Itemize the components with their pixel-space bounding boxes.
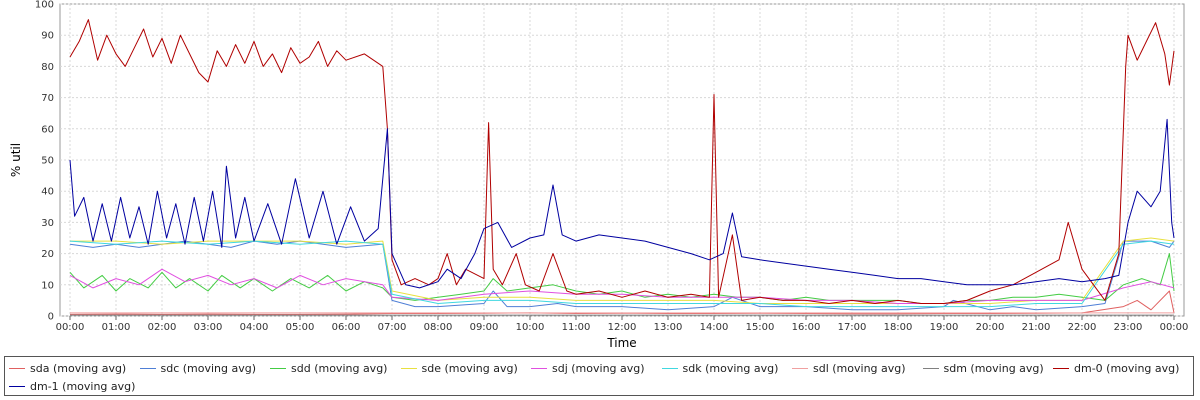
legend-item: dm-1 (moving avg) [5, 377, 136, 395]
x-tick-label: 09:00 [470, 322, 499, 333]
series-line-sda [69, 290, 1175, 315]
x-tick-label: 11:00 [562, 322, 591, 333]
legend-swatch [1053, 367, 1069, 369]
y-tick-label: 90 [41, 31, 54, 42]
legend-item: sda (moving avg) [5, 359, 136, 377]
legend-label: sdc (moving avg) [160, 361, 257, 375]
legend-label: sdj (moving avg) [552, 361, 645, 375]
x-tick-label: 08:00 [424, 322, 453, 333]
x-axis: 00:00 01:00 02:00 03:00 04:00 05:00 06:00 07:00… [56, 316, 1189, 333]
y-tick-label: 30 [41, 218, 54, 229]
y-tick-label: 80 [41, 62, 54, 73]
legend-swatch [400, 367, 417, 369]
y-axis-title: % util [9, 143, 23, 177]
legend-label: sda (moving avg) [30, 361, 127, 375]
x-tick-label: 21:00 [1022, 322, 1051, 333]
legend-swatch [139, 367, 156, 369]
x-tick-label: 04:00 [240, 322, 269, 333]
x-tick-label: 13:00 [654, 322, 683, 333]
legend-item: sdc (moving avg) [136, 359, 267, 377]
legend-row: dm-1 (moving avg) [5, 377, 136, 395]
x-tick-label: 00:00 [56, 322, 85, 333]
y-tick-label: 70 [41, 93, 54, 104]
legend-label: sdm (moving avg) [943, 361, 1044, 375]
legend-row: sda (moving avg) sdc (moving avg) sdd (mov… [5, 359, 1180, 377]
legend-swatch [661, 367, 678, 369]
legend: sda (moving avg) sdc (moving avg) sdd (mov… [4, 356, 1194, 396]
legend-item: sdd (moving avg) [266, 359, 397, 377]
x-tick-label: 17:00 [838, 322, 867, 333]
x-tick-label: 23:00 [1114, 322, 1143, 333]
x-tick-label: 10:00 [516, 322, 545, 333]
legend-label: sdd (moving avg) [291, 361, 388, 375]
y-tick-label: 0 [48, 312, 54, 323]
x-tick-label: 02:00 [148, 322, 177, 333]
x-tick-label: 22:00 [1068, 322, 1097, 333]
series-line-sdc [69, 240, 1175, 311]
y-tick-label: 50 [41, 156, 54, 167]
x-tick-label: 07:00 [378, 322, 407, 333]
legend-swatch [9, 367, 25, 369]
legend-label: sdk (moving avg) [682, 361, 779, 375]
x-tick-label: 00:00 [1160, 322, 1189, 333]
legend-label: sde (moving avg) [421, 361, 518, 375]
legend-item: sdj (moving avg) [527, 359, 658, 377]
x-tick-label: 14:00 [700, 322, 729, 333]
legend-item: dm-0 (moving avg) [1049, 359, 1180, 377]
x-tick-label: 19:00 [930, 322, 959, 333]
legend-swatch [922, 367, 939, 369]
series-line-dm-1 [69, 118, 1175, 289]
x-tick-label: 16:00 [792, 322, 821, 333]
legend-label: dm-1 (moving avg) [30, 379, 136, 393]
legend-swatch [9, 385, 25, 387]
legend-swatch [531, 367, 547, 369]
x-tick-label: 18:00 [884, 322, 913, 333]
legend-label: dm-0 (moving avg) [1074, 361, 1180, 375]
x-tick-label: 05:00 [286, 322, 315, 333]
legend-swatch [792, 367, 808, 369]
series-line-sdj [69, 268, 1175, 304]
series-layer [69, 19, 1175, 316]
legend-item: sdl (moving avg) [788, 359, 919, 377]
line-chart: 0 10 20 30 40 50 60 70 80 90 100 00:00 01:00 02:00 03… [9, 0, 1189, 350]
legend-swatch [270, 367, 286, 369]
series-line-sde [70, 237, 1175, 304]
x-tick-label: 06:00 [332, 322, 361, 333]
legend-item: sde (moving avg) [397, 359, 528, 377]
y-tick-label: 40 [41, 187, 54, 198]
x-axis-title: Time [606, 336, 636, 350]
series-line-dm-0 [69, 19, 1175, 304]
y-axis: 0 10 20 30 40 50 60 70 80 90 100 [35, 0, 54, 323]
series-line-sdk [69, 240, 1175, 308]
legend-item: sdk (moving avg) [658, 359, 789, 377]
x-tick-label: 20:00 [976, 322, 1005, 333]
y-tick-label: 10 [41, 280, 54, 291]
x-tick-label: 01:00 [102, 322, 131, 333]
legend-item: sdm (moving avg) [919, 359, 1050, 377]
legend-label: sdl (moving avg) [813, 361, 906, 375]
y-tick-label: 20 [41, 249, 54, 260]
series-line-sdd [69, 253, 1175, 304]
y-tick-label: 100 [35, 0, 54, 11]
x-tick-label: 03:00 [194, 322, 223, 333]
x-tick-label: 15:00 [746, 322, 775, 333]
y-tick-label: 60 [41, 124, 54, 135]
x-tick-label: 12:00 [608, 322, 637, 333]
